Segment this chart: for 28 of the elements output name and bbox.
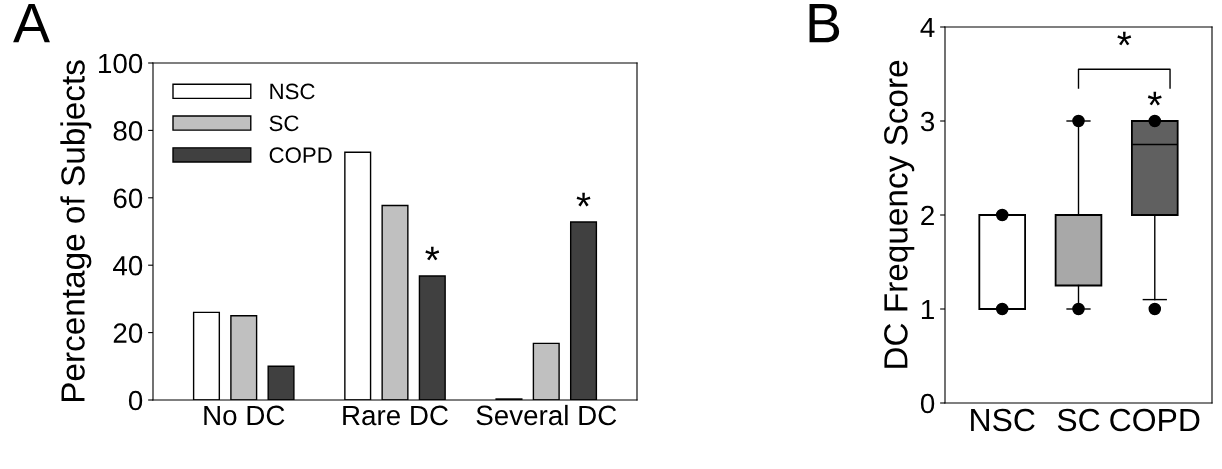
chart-title: B bbox=[809, 4, 840, 43]
annotation: * bbox=[1147, 91, 1162, 106]
legend-label: COPD bbox=[269, 147, 332, 163]
legend-label: NSC bbox=[270, 83, 315, 100]
x-tick-label: SC bbox=[1057, 408, 1100, 432]
chart-title: A bbox=[13, 4, 50, 43]
annotation: * bbox=[425, 246, 440, 261]
y-tick-label: 4 bbox=[920, 17, 935, 38]
x-tick-label: Rare DC bbox=[343, 405, 448, 426]
y-tick-label: 80 bbox=[113, 121, 143, 141]
y-tick-label: 0 bbox=[920, 393, 935, 414]
y-tick-label: 3 bbox=[920, 111, 935, 132]
y-tick-label: 0 bbox=[128, 390, 143, 411]
x-tick-label: No DC bbox=[204, 405, 285, 426]
annotation: * bbox=[1117, 31, 1132, 46]
y-tick-label: 2 bbox=[921, 205, 934, 226]
y-tick-label: 20 bbox=[113, 323, 143, 343]
y-tick-label: 1 bbox=[921, 299, 934, 320]
x-tick-label: NSC bbox=[971, 408, 1035, 432]
x-tick-label: COPD bbox=[1110, 408, 1200, 432]
x-tick-label: Several DC bbox=[476, 404, 617, 426]
y-tick-label: 40 bbox=[113, 255, 143, 276]
legend-label: SC bbox=[269, 115, 299, 132]
y-tick-label: 100 bbox=[99, 53, 143, 74]
y-axis-title: Percentage of Subjects bbox=[60, 60, 92, 402]
y-tick-label: 60 bbox=[113, 188, 143, 209]
y-axis-title: DC Frequency Score bbox=[884, 60, 915, 368]
annotation: * bbox=[576, 192, 591, 207]
